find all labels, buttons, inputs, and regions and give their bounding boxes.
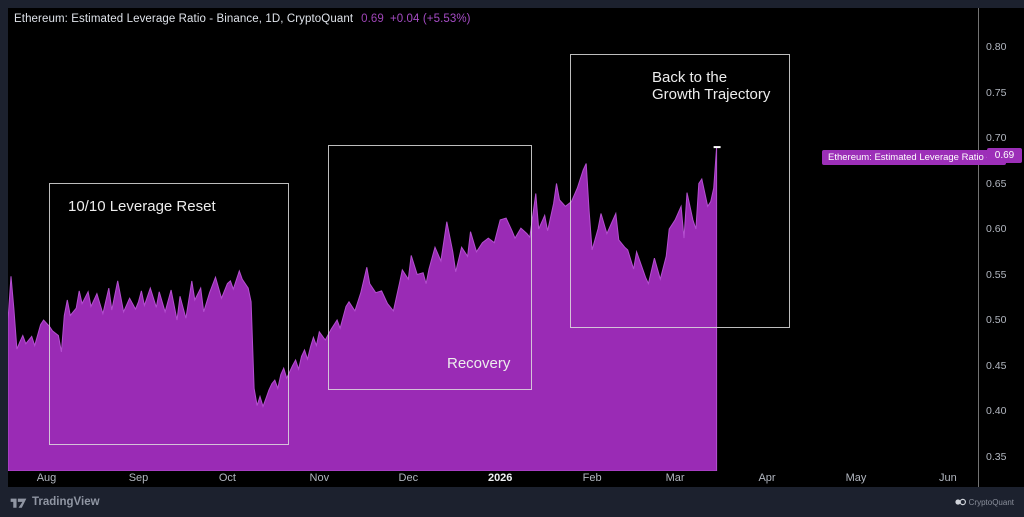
time-tick-label: Dec: [398, 472, 419, 484]
time-tick-label: Apr: [758, 472, 776, 484]
last-price-tag: 0.69: [987, 148, 1022, 163]
chart-canvas: Ethereum: Estimated Leverage Ratio - Bin…: [8, 8, 1024, 487]
cryptoquant-label: CryptoQuant: [968, 497, 1014, 507]
price-tick-label: 0.55: [986, 268, 1007, 281]
cryptoquant-attribution: CryptoQuant: [955, 498, 1014, 507]
price-axis[interactable]: 0.80 0.75 0.70 0.65 0.60 0.55 0.50 0.45 0.40 0.35: [978, 8, 1024, 487]
time-tick-label: Mar: [665, 472, 685, 484]
time-tick-label: Sep: [128, 472, 149, 484]
tradingview-logo[interactable]: TradingView: [10, 496, 100, 509]
time-tick-label: Nov: [309, 472, 330, 484]
price-tick-label: 0.35: [986, 450, 1007, 463]
recovery-box[interactable]: [328, 145, 532, 390]
legend-last-value: 0.69: [361, 13, 384, 25]
footer-bar: TradingView CryptoQuant: [0, 487, 1024, 517]
legend: Ethereum: Estimated Leverage Ratio - Bin…: [14, 13, 471, 25]
time-tick-label: Oct: [218, 472, 236, 484]
series-price-label: Ethereum: Estimated Leverage Ratio - ...: [822, 150, 1007, 165]
leverage-ratio-area-chart: [8, 146, 721, 471]
legend-change: +0.04 (+5.53%): [389, 13, 471, 25]
chart-plot-area[interactable]: [8, 8, 978, 471]
time-axis[interactable]: Aug Sep Oct Nov Dec 2026 Feb Mar Apr May Jun: [8, 471, 978, 487]
growth-trajectory-label: Back to the Growth Trajectory: [652, 69, 770, 103]
price-tick-label: 0.65: [986, 177, 1007, 190]
price-tick-label: 0.60: [986, 223, 1007, 235]
time-tick-label: Aug: [36, 472, 57, 484]
growth-trajectory-label-line2: Growth Trajectory: [652, 86, 771, 103]
leverage-ratio-series: [8, 147, 718, 471]
price-tick-label: 0.80: [986, 41, 1007, 53]
leverage-reset-label: 10/10 Leverage Reset: [68, 198, 216, 215]
cryptoquant-icon: [955, 498, 966, 506]
time-tick-label: 2026: [487, 472, 513, 484]
price-tick-label: 0.40: [986, 405, 1007, 417]
time-tick-label: Feb: [582, 472, 602, 484]
price-tick-label: 0.45: [986, 359, 1007, 372]
tradingview-icon: [10, 498, 27, 508]
time-tick-label: May: [845, 472, 867, 484]
price-tick-label: 0.50: [986, 314, 1007, 326]
recovery-label: Recovery: [447, 355, 511, 372]
price-tick-label: 0.75: [986, 86, 1007, 99]
legend-series-title[interactable]: Ethereum: Estimated Leverage Ratio - Bin…: [14, 13, 354, 25]
last-price-marker: [713, 146, 721, 149]
growth-trajectory-box[interactable]: [570, 54, 790, 328]
tradingview-label: TradingView: [32, 496, 100, 508]
leverage-reset-box[interactable]: [49, 183, 289, 445]
price-tick-label: 0.70: [986, 132, 1007, 144]
time-tick-label: Jun: [939, 472, 957, 484]
growth-trajectory-label-line1: Back to the: [652, 69, 728, 86]
